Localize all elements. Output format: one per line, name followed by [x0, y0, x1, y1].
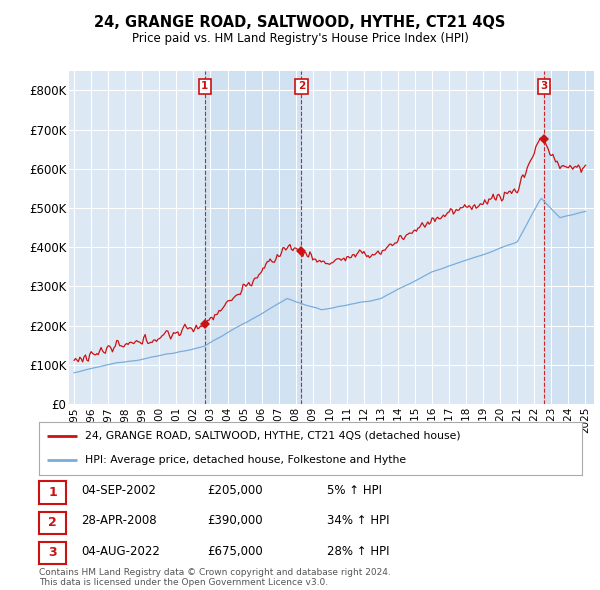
Text: £205,000: £205,000	[207, 484, 263, 497]
Text: 5% ↑ HPI: 5% ↑ HPI	[327, 484, 382, 497]
Text: 2: 2	[298, 81, 305, 91]
Text: 3: 3	[48, 546, 57, 559]
Text: 28-APR-2008: 28-APR-2008	[81, 514, 157, 527]
Text: 2: 2	[48, 516, 57, 529]
Text: Price paid vs. HM Land Registry's House Price Index (HPI): Price paid vs. HM Land Registry's House …	[131, 32, 469, 45]
Text: 04-AUG-2022: 04-AUG-2022	[81, 545, 160, 558]
Text: Contains HM Land Registry data © Crown copyright and database right 2024.
This d: Contains HM Land Registry data © Crown c…	[39, 568, 391, 587]
Text: 24, GRANGE ROAD, SALTWOOD, HYTHE, CT21 4QS (detached house): 24, GRANGE ROAD, SALTWOOD, HYTHE, CT21 4…	[85, 431, 461, 441]
Text: £390,000: £390,000	[207, 514, 263, 527]
Text: 34% ↑ HPI: 34% ↑ HPI	[327, 514, 389, 527]
Text: 3: 3	[541, 81, 548, 91]
Text: 28% ↑ HPI: 28% ↑ HPI	[327, 545, 389, 558]
Text: 24, GRANGE ROAD, SALTWOOD, HYTHE, CT21 4QS: 24, GRANGE ROAD, SALTWOOD, HYTHE, CT21 4…	[94, 15, 506, 30]
Text: 1: 1	[48, 486, 57, 499]
Text: 1: 1	[201, 81, 208, 91]
Text: £675,000: £675,000	[207, 545, 263, 558]
Text: HPI: Average price, detached house, Folkestone and Hythe: HPI: Average price, detached house, Folk…	[85, 455, 406, 465]
Bar	[544, 71, 594, 404]
Bar	[205, 71, 301, 404]
Text: 04-SEP-2002: 04-SEP-2002	[81, 484, 156, 497]
